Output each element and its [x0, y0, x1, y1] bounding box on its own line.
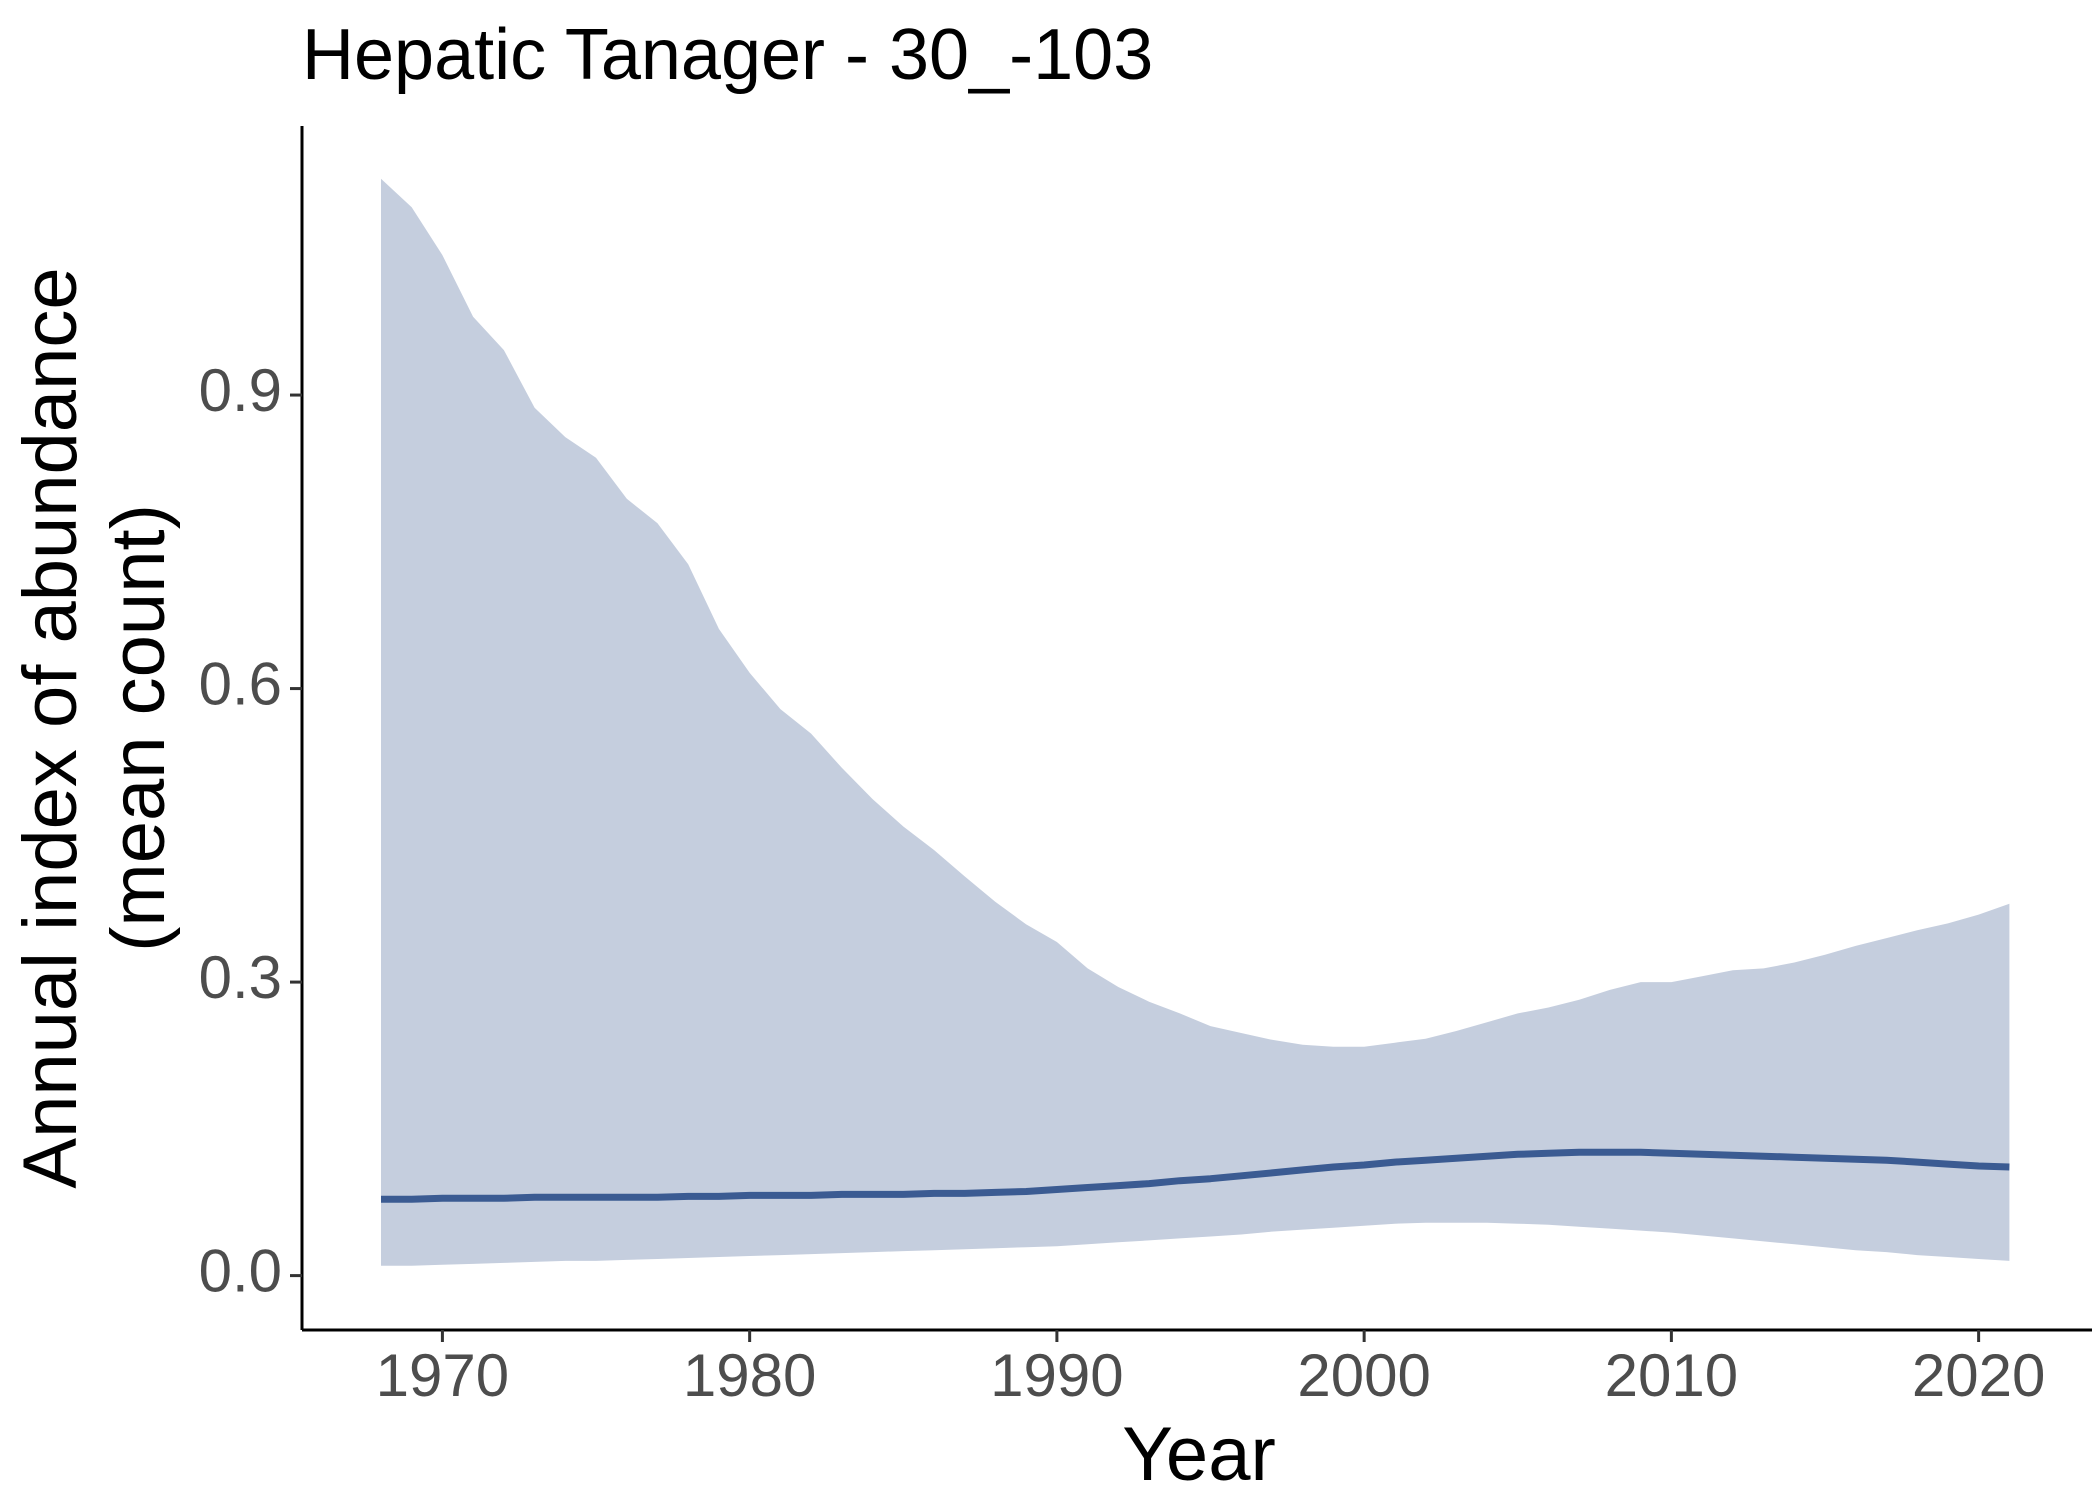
x-tick-label: 1990	[990, 1342, 1123, 1409]
y-tick-label: 0.0	[199, 1237, 282, 1304]
y-tick-label: 0.6	[199, 650, 282, 717]
x-axis-title: Year	[1122, 1412, 1276, 1497]
x-tick-label: 2020	[1912, 1342, 2045, 1409]
y-tick-label: 0.3	[199, 944, 282, 1011]
y-axis-title: (mean count)	[96, 504, 181, 952]
x-tick-label: 1970	[376, 1342, 509, 1409]
chart-title: Hepatic Tanager - 30_-103	[302, 15, 1153, 95]
x-tick-label: 2000	[1297, 1342, 1430, 1409]
confidence-band	[381, 178, 2010, 1266]
y-tick-label: 0.9	[199, 357, 282, 424]
y-axis-title: Annual index of abundance	[8, 267, 93, 1188]
x-tick-label: 2010	[1605, 1342, 1738, 1409]
x-tick-label: 1980	[683, 1342, 816, 1409]
trend-line	[381, 1148, 2010, 1203]
